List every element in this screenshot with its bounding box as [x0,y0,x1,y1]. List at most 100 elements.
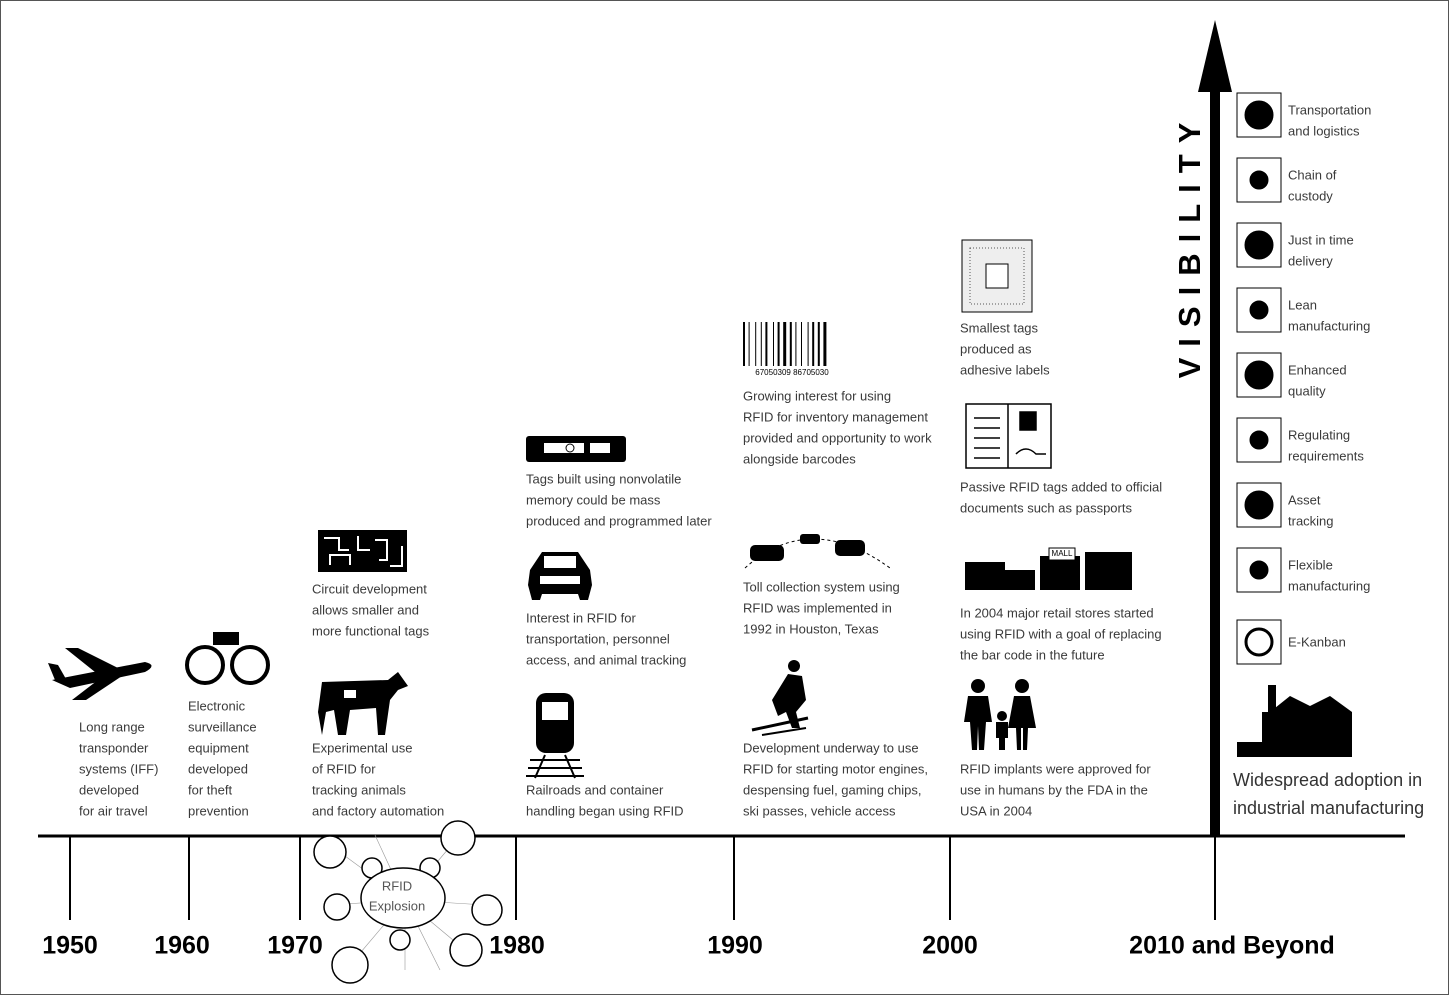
benefit-text: manufacturing [1288,318,1370,333]
event-text: Toll collection system using [743,579,900,594]
event-text: memory could be mass [526,492,661,507]
barcode-bar [755,322,756,366]
event-text: adhesive labels [960,362,1050,377]
event-text: using RFID with a goal of replacing [960,626,1162,641]
event-text: and factory automation [312,803,444,818]
benefit-icon-glyph [1246,232,1272,258]
decade-label: 1960 [154,932,210,960]
barcode-bar [808,322,809,366]
benefit-text: Transportation [1288,102,1371,117]
barcode-bar [778,322,780,366]
benefit-icons [1237,93,1281,664]
benefit-text: tracking [1288,513,1334,528]
barcode-bar [790,322,792,366]
barcode-icon [743,322,826,366]
barcode-bar [761,322,762,366]
decade-label: 1980 [489,932,545,960]
event-text: RFID for starting motor engines, [743,761,928,776]
benefit-icon-glyph [1251,432,1267,448]
event-text: systems (IFF) [79,761,158,776]
event-text: Railroads and container [526,782,664,797]
visibility-label: VISIBILITY [1172,112,1207,379]
event-text: of RFID for [312,761,376,776]
barcode-bar [823,322,826,366]
conclusion-text: Widespread adoption in [1233,770,1422,790]
decade-label: 2010 and Beyond [1129,932,1335,960]
event-text: allows smaller and [312,602,419,617]
event-text: Tags built using nonvolatile [526,471,681,486]
page: VISIBILITY RFID Explosion [0,0,1449,995]
benefit-icon-glyph [1251,562,1267,578]
decade-label: 1990 [707,932,763,960]
benefit-icon-glyph [1246,102,1272,128]
event-text: RFID was implemented in [743,600,892,615]
event-text: In 2004 major retail stores started [960,605,1154,620]
decade-label: 1950 [42,932,98,960]
event-text: Growing interest for using [743,388,891,403]
event-text: for air travel [79,803,148,818]
event-text: Interest in RFID for [526,610,636,625]
benefit-text: manufacturing [1288,578,1370,593]
benefit-icon-glyph [1251,302,1267,318]
frame [1,1,1449,995]
barcode-bar [749,322,750,366]
event-text: tracking animals [312,782,406,797]
event-text: Development underway to use [743,740,919,755]
chip-icon [962,240,1032,312]
benefit-text: Regulating [1288,427,1350,442]
barcode-bar [783,322,786,366]
benefit-text: and logistics [1288,123,1360,138]
benefit-text: Just in time [1288,232,1354,247]
event-text: handling began using RFID [526,803,684,818]
benefit-text: Chain of [1288,167,1337,182]
event-text: developed [79,782,139,797]
event-text: Long range [79,719,145,734]
barcode-digits: 67050309 86705030 [755,368,829,377]
event-text: RFID for inventory management [743,409,928,424]
barcode-bar [812,322,814,366]
decade-label: 1970 [267,932,323,960]
event-text: access, and animal tracking [526,652,686,667]
benefit-icon-glyph [1246,362,1272,388]
explosion-label: RFID [382,878,412,893]
benefit-icon-glyph [1246,492,1272,518]
benefit-text: custody [1288,188,1333,203]
event-text: transponder [79,740,149,755]
barcode-bar [765,322,767,366]
timeline-diagram: VISIBILITY RFID Explosion [0,0,1449,995]
explosion-label: Explosion [369,898,425,913]
event-text: ski passes, vehicle access [743,803,896,818]
event-text: surveillance [188,719,257,734]
barcode-bar [743,322,745,366]
event-text: despensing fuel, gaming chips, [743,782,922,797]
event-text: Electronic [188,698,246,713]
visibility-arrow-shaft [1210,80,1220,836]
benefit-text: quality [1288,383,1326,398]
event-text: for theft [188,782,232,797]
event-text: use in humans by the FDA in the [960,782,1148,797]
event-text: alongside barcodes [743,451,856,466]
event-text: the bar code in the future [960,647,1105,662]
barcode-bar [801,322,802,366]
benefit-text: Asset [1288,492,1321,507]
event-text: USA in 2004 [960,803,1032,818]
event-text: transportation, personnel [526,631,670,646]
event-text: Passive RFID tags added to official [960,479,1162,494]
rfid-tag-icon [526,436,626,462]
event-text: produced and programmed later [526,513,712,528]
decade-label: 2000 [922,932,978,960]
event-text: produced as [960,341,1032,356]
mall-sign: MALL [1052,549,1073,558]
benefit-text: requirements [1288,448,1364,463]
event-text: equipment [188,740,249,755]
benefit-text: E-Kanban [1288,634,1346,649]
event-text: more functional tags [312,623,430,638]
circuit-icon [318,530,407,572]
benefit-text: Enhanced [1288,362,1347,377]
event-text: prevention [188,803,249,818]
benefit-text: Flexible [1288,557,1333,572]
event-text: Smallest tags [960,320,1039,335]
event-text: Experimental use [312,740,412,755]
conclusion-text: industrial manufacturing [1233,798,1424,818]
event-text: 1992 in Houston, Texas [743,621,879,636]
